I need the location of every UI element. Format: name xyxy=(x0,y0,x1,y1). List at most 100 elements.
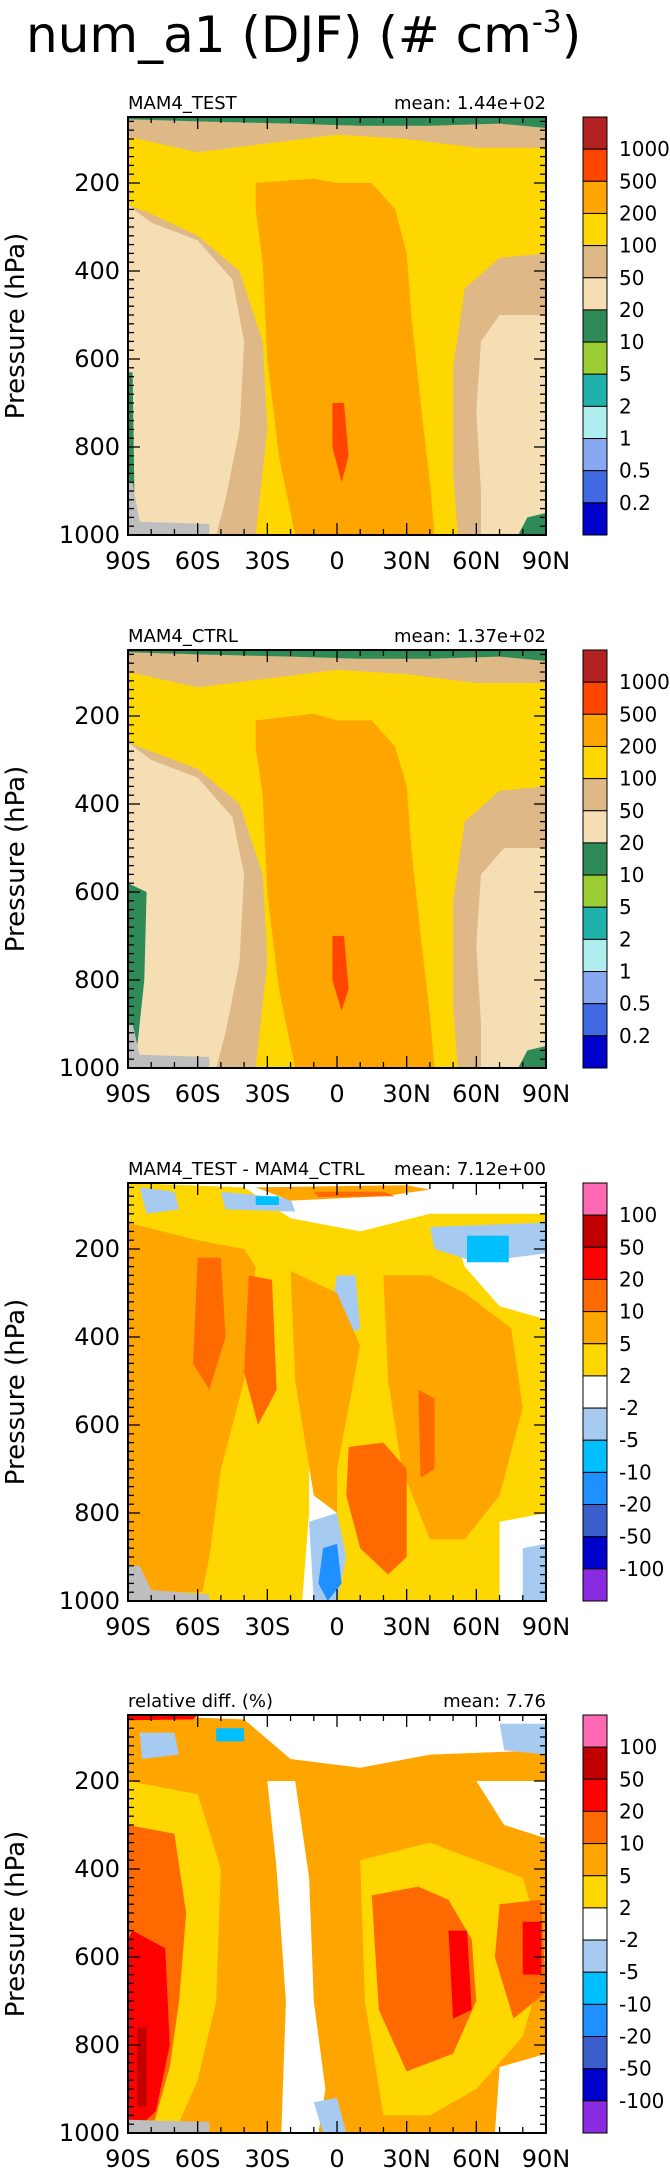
figure-title-close: ) xyxy=(562,6,582,64)
colorbar-swatch xyxy=(582,1311,608,1345)
colorbar-label: 2 xyxy=(619,927,632,951)
colorbar-label: 10 xyxy=(619,330,644,354)
colorbar-swatch xyxy=(582,309,608,343)
y-tick-label: 600 xyxy=(74,878,120,906)
x-tick-label: 90N xyxy=(522,1613,571,1641)
x-tick-label: 30N xyxy=(382,1080,431,1108)
x-tick-label: 60N xyxy=(452,1080,501,1108)
x-tick-label: 60N xyxy=(452,2145,501,2173)
colorbar-label: 500 xyxy=(619,702,657,726)
x-tick-label: 90N xyxy=(522,2145,571,2173)
x-tick-label: 30S xyxy=(244,1080,290,1108)
colorbar-label: 1000 xyxy=(619,670,670,694)
colorbar-label: 0.5 xyxy=(619,459,651,483)
colorbar-label: -50 xyxy=(619,2057,652,2081)
colorbar-swatch xyxy=(582,116,608,150)
panel-2: MAM4_CTRL mean: 1.37e+0220040060080010009… xyxy=(1,626,670,1108)
colorbar-label: -2 xyxy=(619,1396,639,1420)
panel-mean: mean: 1.44e+02 xyxy=(394,93,546,114)
figure-title-exponent: -3 xyxy=(532,5,562,40)
colorbar-swatch xyxy=(582,1375,608,1409)
colorbar-swatch xyxy=(582,1971,608,2005)
colorbar-label: -5 xyxy=(619,1960,639,1984)
y-tick-label: 1000 xyxy=(59,1054,120,1082)
contour-region xyxy=(139,1187,180,1214)
x-tick-label: 30S xyxy=(244,2145,290,2173)
colorbar-swatch xyxy=(582,745,608,780)
colorbar-swatch xyxy=(582,1003,608,1037)
contour-region xyxy=(518,1046,546,1068)
contour-region xyxy=(346,1442,407,1575)
colorbar-label: -10 xyxy=(619,1992,652,2016)
contour-region xyxy=(318,1543,342,1601)
colorbar-swatch xyxy=(582,1714,608,1748)
colorbar-label: 500 xyxy=(619,169,657,193)
panels: MAM4_TEST mean: 1.44e+0220040060080010009… xyxy=(1,93,670,2173)
panel-title: MAM4_CTRL xyxy=(128,626,238,647)
x-tick-label: 90S xyxy=(105,1080,151,1108)
contour-region xyxy=(290,1271,361,1513)
colorbar-swatch xyxy=(582,1939,608,1973)
contour-region xyxy=(128,205,245,535)
figure-title-main: num_a1 (DJF) (# cm xyxy=(26,6,532,64)
contour-region xyxy=(255,1196,279,1205)
colorbar-label: -2 xyxy=(619,1928,639,1952)
colorbar-swatch xyxy=(582,2100,608,2134)
y-tick-label: 200 xyxy=(74,702,120,730)
y-tick-label: 400 xyxy=(74,790,120,818)
colorbar-swatch xyxy=(582,1536,608,1570)
panel-1: MAM4_TEST mean: 1.44e+0220040060080010009… xyxy=(1,93,670,575)
y-tick-label: 200 xyxy=(74,1767,120,1795)
contour-region xyxy=(255,713,435,1068)
x-tick-label: 0 xyxy=(329,547,344,575)
figure-title: num_a1 (DJF) (# cm-3) xyxy=(26,5,581,64)
y-axis-label: Pressure (hPa) xyxy=(1,1299,31,1486)
colorbar-swatch xyxy=(582,1875,608,1909)
y-tick-label: 1000 xyxy=(59,2119,120,2147)
colorbar-swatch xyxy=(582,1182,608,1216)
contour-region xyxy=(476,848,546,1068)
y-tick-label: 400 xyxy=(74,257,120,285)
missing-data-region xyxy=(128,2119,210,2133)
colorbar-label: -50 xyxy=(619,1525,652,1549)
colorbar-swatch xyxy=(582,1214,608,1248)
colorbar-swatch xyxy=(582,1504,608,1538)
colorbar-label: 10 xyxy=(619,1832,644,1856)
colorbar-swatch xyxy=(582,148,608,182)
x-tick-label: 60S xyxy=(175,547,221,575)
colorbar-label: 0.2 xyxy=(619,1024,651,1048)
y-tick-label: 400 xyxy=(74,1323,120,1351)
colorbar-swatch xyxy=(582,713,608,747)
colorbar-swatch xyxy=(582,245,608,279)
colorbar-label: 100 xyxy=(619,1735,657,1759)
contour-region xyxy=(267,1781,326,2133)
x-tick-label: 0 xyxy=(329,2145,344,2173)
x-tick-label: 30N xyxy=(382,1613,431,1641)
panel-title: relative diff. (%) xyxy=(128,1691,273,1712)
colorbar-swatch xyxy=(582,1746,608,1780)
contour-region xyxy=(244,1275,277,1425)
y-tick-label: 600 xyxy=(74,1943,120,1971)
panel-title: MAM4_TEST xyxy=(128,93,238,114)
missing-data-region xyxy=(128,482,210,535)
colorbar-swatch xyxy=(582,681,608,715)
x-tick-label: 90S xyxy=(105,547,151,575)
colorbar-swatch xyxy=(582,649,608,683)
panel-mean: mean: 7.12e+00 xyxy=(394,1159,546,1180)
contour-region xyxy=(383,1275,523,1540)
contour-region xyxy=(467,1235,509,1263)
colorbar-label: -100 xyxy=(619,1557,664,1581)
contour-region xyxy=(476,315,546,535)
contour-region xyxy=(332,403,349,483)
colorbar-swatch xyxy=(582,778,608,812)
contour-region xyxy=(128,883,147,1068)
colorbar-swatch xyxy=(582,906,608,940)
colorbar-swatch xyxy=(582,1907,608,1941)
colorbar-swatch xyxy=(582,1407,608,1441)
contour-region xyxy=(499,1723,546,1755)
colorbar-label: 1000 xyxy=(619,137,670,161)
colorbar-label: -20 xyxy=(619,2025,652,2049)
colorbar-label: -20 xyxy=(619,1493,652,1517)
contour-region xyxy=(139,1732,180,1759)
x-tick-label: 30N xyxy=(382,2145,431,2173)
